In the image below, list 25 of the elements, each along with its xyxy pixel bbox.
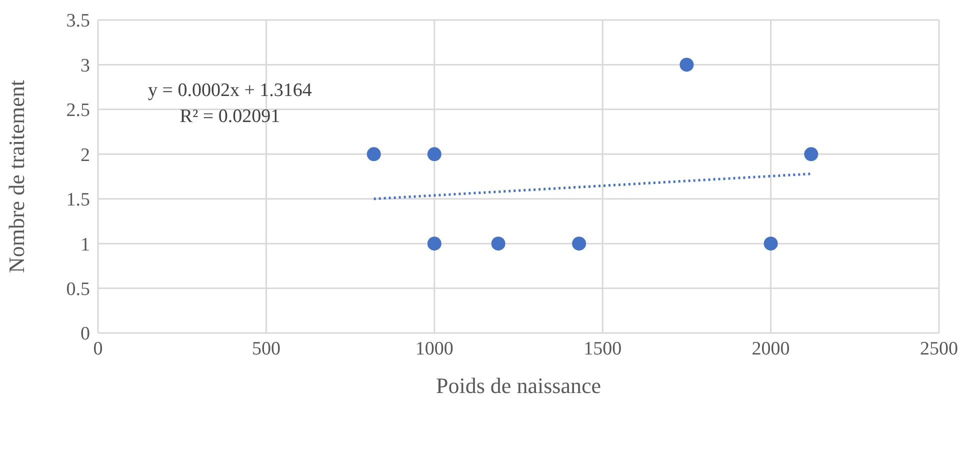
x-axis-title: Poids de naissance [436, 373, 601, 398]
point [427, 147, 442, 162]
point [427, 236, 442, 251]
x-tick-label: 1500 [584, 338, 622, 360]
x-tick-label: 500 [252, 338, 280, 360]
y-tick-label: 0 [80, 324, 90, 345]
x-tick-label: 2500 [920, 338, 958, 360]
y-tick-label: 1 [80, 234, 90, 256]
point [491, 236, 506, 251]
point [680, 58, 694, 72]
y-tick-label: 1.5 [66, 190, 90, 211]
point [572, 236, 586, 251]
y-axis-title: Nombre de traitement [4, 80, 29, 274]
annotation: R² = 0.02091 [180, 106, 280, 127]
x-tick-label: 1000 [415, 338, 454, 360]
y-tick-label: 2 [80, 144, 90, 166]
y-tick-label: 0.5 [66, 279, 90, 300]
y-tick-label: 2.5 [66, 100, 90, 122]
point [366, 147, 381, 162]
point [804, 147, 818, 162]
x-tick-label: 2000 [752, 338, 790, 360]
point [764, 236, 778, 251]
y-tick-label: 3 [80, 55, 90, 76]
annotation: y = 0.0002x + 1.3164 [148, 80, 312, 101]
y-tick-label: 3.5 [66, 10, 90, 32]
